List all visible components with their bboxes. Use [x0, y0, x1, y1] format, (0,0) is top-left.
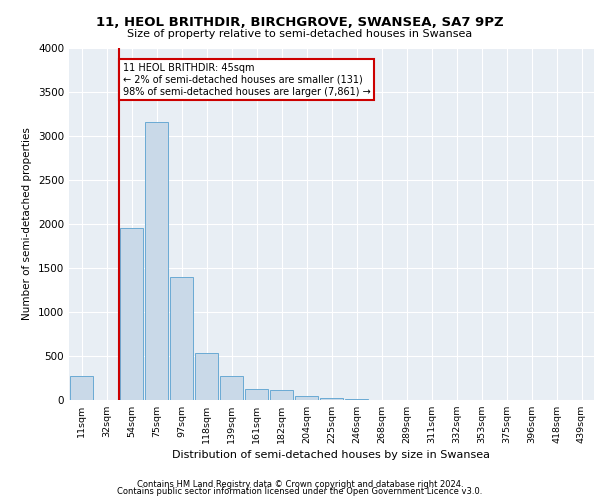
Text: Size of property relative to semi-detached houses in Swansea: Size of property relative to semi-detach…: [127, 29, 473, 39]
Text: 11 HEOL BRITHDIR: 45sqm
← 2% of semi-detached houses are smaller (131)
98% of se: 11 HEOL BRITHDIR: 45sqm ← 2% of semi-det…: [123, 64, 371, 96]
Bar: [170, 276, 193, 400]
Bar: [320, 398, 343, 400]
Bar: [270, 390, 293, 400]
Bar: [220, 376, 243, 400]
Bar: [120, 228, 143, 400]
Bar: [245, 390, 268, 400]
Bar: [70, 376, 93, 400]
Text: 11, HEOL BRITHDIR, BIRCHGROVE, SWANSEA, SA7 9PZ: 11, HEOL BRITHDIR, BIRCHGROVE, SWANSEA, …: [96, 16, 504, 29]
X-axis label: Distribution of semi-detached houses by size in Swansea: Distribution of semi-detached houses by …: [173, 450, 491, 460]
Bar: [295, 396, 318, 400]
Bar: [195, 354, 218, 400]
Bar: [345, 399, 368, 400]
Text: Contains HM Land Registry data © Crown copyright and database right 2024.: Contains HM Land Registry data © Crown c…: [137, 480, 463, 489]
Bar: [145, 122, 168, 400]
Y-axis label: Number of semi-detached properties: Number of semi-detached properties: [22, 128, 32, 320]
Text: Contains public sector information licensed under the Open Government Licence v3: Contains public sector information licen…: [118, 488, 482, 496]
